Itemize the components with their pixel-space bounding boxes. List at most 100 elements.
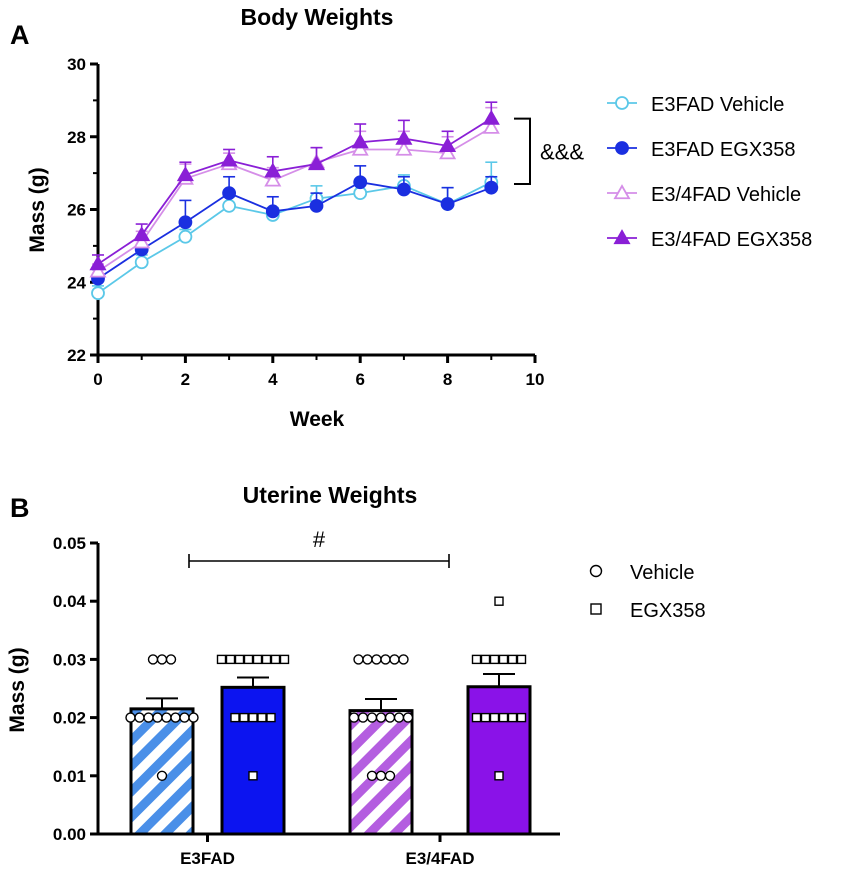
data-point	[264, 162, 282, 178]
data-point	[257, 712, 267, 723]
data-point	[389, 654, 400, 665]
y-tick-label: 0.02	[53, 709, 86, 728]
x-tick-label: 0	[93, 370, 102, 389]
data-point	[147, 654, 159, 665]
data-point	[134, 255, 149, 270]
data-point	[357, 712, 369, 723]
legend-label: E3FAD Vehicle	[651, 94, 784, 116]
data-point	[239, 712, 249, 723]
legend-marker	[615, 96, 629, 110]
chart-a-title: Body Weights	[241, 4, 394, 30]
series-line	[97, 181, 492, 294]
data-point	[165, 654, 177, 665]
bar	[466, 685, 532, 836]
bar-group-1	[216, 654, 290, 836]
legend-marker	[615, 141, 629, 155]
data-point	[489, 712, 500, 723]
data-point	[252, 654, 263, 665]
data-point	[507, 712, 518, 723]
data-point	[248, 771, 258, 781]
data-point	[170, 712, 181, 723]
data-point	[265, 204, 280, 219]
data-point	[366, 712, 378, 723]
x-tick-label: 4	[268, 370, 278, 389]
data-point	[375, 770, 387, 781]
y-tick-label: 22	[67, 346, 86, 365]
data-point	[222, 198, 237, 213]
y-tick-label: 0.04	[53, 592, 87, 611]
y-tick-label: 30	[67, 55, 86, 74]
panel-b-letter: B	[10, 493, 30, 523]
data-point	[498, 654, 509, 665]
data-point	[371, 654, 382, 665]
data-point	[91, 286, 105, 301]
data-point	[353, 654, 364, 665]
data-point	[179, 712, 190, 723]
x-tick-label: 10	[526, 370, 545, 389]
data-point	[156, 654, 168, 665]
data-point	[161, 712, 172, 723]
significance-label: #	[313, 527, 326, 552]
legend-marker	[590, 603, 602, 615]
data-point	[264, 171, 282, 187]
legend-label: E3/4FAD EGX358	[651, 229, 812, 251]
y-tick-label: 0.01	[53, 767, 86, 786]
data-point	[266, 712, 276, 723]
chart-a-xlabel: Week	[290, 408, 345, 431]
data-point	[220, 151, 238, 167]
data-point	[353, 175, 368, 190]
data-point	[351, 140, 369, 156]
data-point	[480, 654, 491, 665]
x-tick-label: 2	[181, 370, 190, 389]
data-point	[516, 712, 527, 723]
data-point	[471, 654, 482, 665]
data-point	[125, 712, 136, 723]
data-point	[222, 186, 237, 201]
data-point	[134, 712, 145, 723]
data-point	[243, 654, 254, 665]
data-point	[225, 654, 236, 665]
data-point	[362, 654, 373, 665]
legend-label: Vehicle	[630, 562, 695, 584]
data-point	[393, 712, 405, 723]
data-point	[133, 226, 151, 242]
bar	[220, 685, 286, 836]
legend-marker	[613, 229, 631, 245]
data-point	[494, 771, 504, 781]
chart-b-ylabel: Mass (g)	[6, 647, 29, 732]
data-point	[482, 109, 500, 125]
data-point	[152, 712, 163, 723]
data-point	[507, 654, 518, 665]
legend-marker	[613, 184, 631, 200]
data-point	[398, 654, 409, 665]
y-tick-label: 26	[67, 201, 86, 220]
legend-label: E3/4FAD Vehicle	[651, 184, 801, 206]
data-point	[395, 140, 413, 156]
series-0	[91, 161, 499, 301]
y-tick-label: 24	[67, 273, 86, 292]
series-2	[89, 106, 500, 278]
data-point	[366, 770, 378, 781]
data-point	[248, 712, 258, 723]
x-tick-label: 6	[355, 370, 364, 389]
significance-bracket	[514, 117, 531, 186]
legend-label: E3FAD EGX358	[651, 139, 796, 161]
x-tick-label: 8	[443, 370, 452, 389]
bar-group-2	[348, 654, 414, 836]
significance-label: &&&	[540, 139, 584, 164]
data-point	[89, 262, 107, 278]
category-label: E3FAD	[180, 849, 235, 868]
data-point	[216, 654, 227, 665]
data-point	[309, 198, 324, 213]
data-point	[395, 129, 413, 145]
series-3	[89, 101, 500, 271]
data-point	[375, 712, 387, 723]
data-point	[489, 654, 500, 665]
data-point	[133, 233, 151, 249]
data-point	[261, 654, 272, 665]
data-point	[279, 654, 290, 665]
chart-a-ylabel: Mass (g)	[26, 167, 49, 252]
data-point	[498, 712, 509, 723]
